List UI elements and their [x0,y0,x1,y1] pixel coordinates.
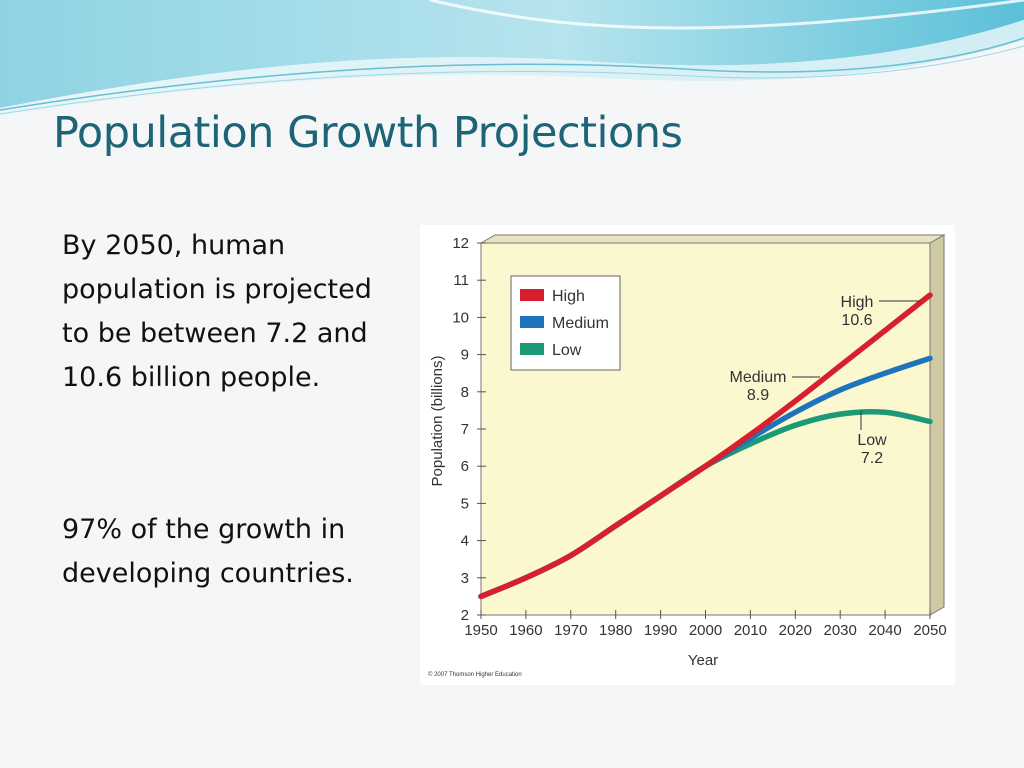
x-tick-label: 2040 [868,622,901,639]
x-tick-label: 2020 [779,622,812,639]
plot-side-face [929,234,945,616]
decorative-wave-header [0,0,1024,116]
y-tick-label: 11 [453,272,469,289]
y-axis-label: Population (billions) [429,356,446,487]
legend-swatch-low [520,343,544,355]
y-tick-label: 9 [461,347,469,364]
x-tick-label: 2030 [824,622,857,639]
legend-swatch-medium [520,316,544,328]
legend-label-high: High [552,288,585,305]
population-projection-chart: 2 3 4 5 6 7 8 9 10 11 12 1950 1960 1970 1980 1990 2000 20… [420,225,955,685]
x-tick-label: 1990 [644,622,677,639]
x-tick-label: 2010 [734,622,767,639]
y-tick-label: 6 [461,458,469,475]
annotation-value-low: 7.2 [861,450,883,467]
annotation-value-medium: 8.9 [747,387,769,404]
x-tick-label: 1950 [464,622,497,639]
slide-title: Population Growth Projections [53,108,683,158]
body-paragraph-growth: 97% of the growth in developing countrie… [62,514,354,589]
y-tick-label: 5 [461,495,469,512]
annotation-label-low: Low [857,432,887,449]
legend-label-medium: Medium [552,315,609,332]
body-paragraph-projection: By 2050, human population is projected t… [62,230,372,393]
annotation-label-medium: Medium [730,369,787,386]
y-tick-label: 10 [452,309,469,326]
y-tick-label: 8 [461,384,469,401]
y-tick-label: 12 [452,235,469,252]
legend-label-low: Low [552,342,582,359]
chart-legend: High Medium Low [510,275,621,371]
y-tick-label: 4 [461,533,469,550]
copyright-notice: © 2007 Thomson Higher Education [428,671,522,678]
y-tick-label: 7 [461,421,469,438]
annotation-label-high: High [841,294,874,311]
legend-swatch-high [520,289,544,301]
y-tick-label: 3 [461,570,469,587]
x-axis-label: Year [688,652,718,669]
y-tick-label: 2 [461,607,469,624]
x-tick-label: 1980 [599,622,632,639]
plot-top-face [479,234,946,244]
x-tick-label: 1970 [554,622,587,639]
x-tick-label: 2000 [689,622,722,639]
x-tick-label: 1960 [509,622,542,639]
x-tick-label: 2050 [913,622,946,639]
annotation-value-high: 10.6 [841,312,872,329]
series-line-high [478,292,933,600]
